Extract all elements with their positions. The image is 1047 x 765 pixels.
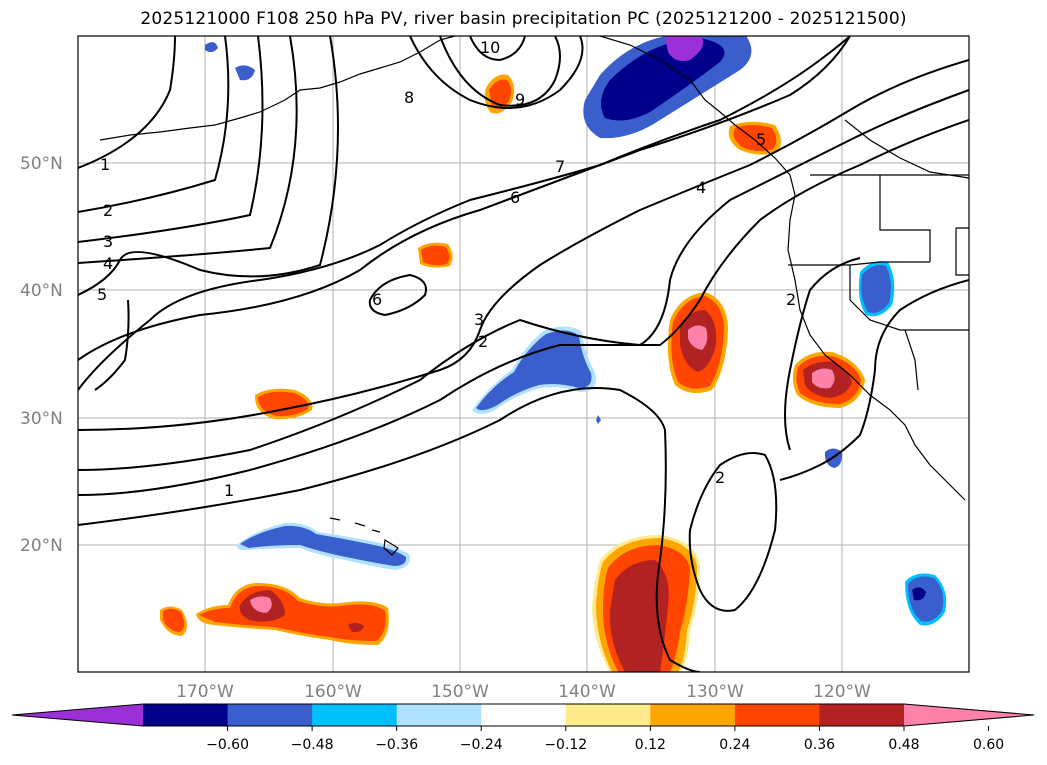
contour-label: 7	[555, 157, 565, 176]
contour-label: 10	[480, 38, 500, 57]
colorbar-cell	[143, 704, 229, 726]
colorbar-extend-low	[12, 704, 143, 726]
colorbar-tick-label: 0.60	[973, 737, 1004, 753]
contour-label: 3	[103, 232, 113, 251]
contour-label: 1	[224, 481, 234, 500]
precipitation-shading	[160, 36, 947, 672]
contour-labels: 1 2 3 4 5 10 9 8 7 6 6 4 3 2 2 1 5 2	[97, 38, 796, 500]
colorbar-outline	[11, 703, 1035, 727]
lon-label: 170°W	[176, 682, 234, 702]
colorbar-tick-label: −0.24	[460, 737, 503, 753]
gridlines	[78, 36, 969, 672]
colorbar: −0.60 −0.48 −0.36 −0.24 −0.12 0.12 0.24 0.36 0.4…	[11, 703, 1035, 753]
contour-label: 1	[100, 155, 110, 174]
lon-label: 150°W	[431, 682, 489, 702]
colorbar-tick-label: 0.36	[804, 737, 835, 753]
colorbar-cell	[312, 704, 398, 726]
lon-label: 120°W	[813, 682, 871, 702]
contour-label: 6	[510, 188, 520, 207]
colorbar-tick-label: 0.12	[635, 737, 666, 753]
contour-label: 9	[515, 90, 525, 109]
contour-label: 2	[786, 290, 796, 309]
colorbar-tick-label: 0.24	[719, 737, 750, 753]
lat-label: 30°N	[20, 409, 63, 429]
colorbar-tick-label: −0.12	[544, 737, 587, 753]
colorbar-cell	[565, 704, 651, 726]
lat-label: 40°N	[20, 281, 63, 301]
colorbar-tick-label: 0.48	[888, 737, 919, 753]
contour-label: 5	[756, 130, 766, 149]
map-title: 2025121000 F108 250 hPa PV, river basin …	[140, 9, 907, 29]
colorbar-cell	[819, 704, 905, 726]
lat-label: 50°N	[20, 154, 63, 174]
colorbar-tick-label: −0.60	[206, 737, 249, 753]
longitude-labels: 170°W 160°W 150°W 140°W 130°W 120°W	[176, 682, 871, 702]
map-frame	[77, 35, 970, 673]
colorbar-extend-high	[904, 704, 1034, 726]
colorbar-cell	[227, 704, 313, 726]
lon-label: 140°W	[558, 682, 616, 702]
colorbar-cell	[396, 704, 482, 726]
lat-label: 20°N	[20, 536, 63, 556]
colorbar-cell	[650, 704, 736, 726]
contour-label: 3	[474, 310, 484, 329]
colorbar-cell	[481, 704, 567, 726]
contour-label: 2	[103, 201, 113, 220]
lon-label: 160°W	[304, 682, 362, 702]
contour-label: 4	[103, 254, 113, 273]
contour-label: 2	[478, 332, 488, 351]
contour-label: 5	[97, 285, 107, 304]
colorbar-cell	[734, 704, 820, 726]
colorbar-tick-label: −0.36	[375, 737, 418, 753]
pv-contours	[78, 36, 969, 672]
lon-label: 130°W	[686, 682, 744, 702]
contour-label: 2	[715, 468, 725, 487]
contour-label: 8	[404, 88, 414, 107]
contour-label: 6	[372, 290, 382, 309]
latitude-labels: 50°N 40°N 30°N 20°N	[20, 154, 63, 556]
colorbar-tick-label: −0.48	[291, 737, 334, 753]
contour-label: 4	[696, 178, 706, 197]
